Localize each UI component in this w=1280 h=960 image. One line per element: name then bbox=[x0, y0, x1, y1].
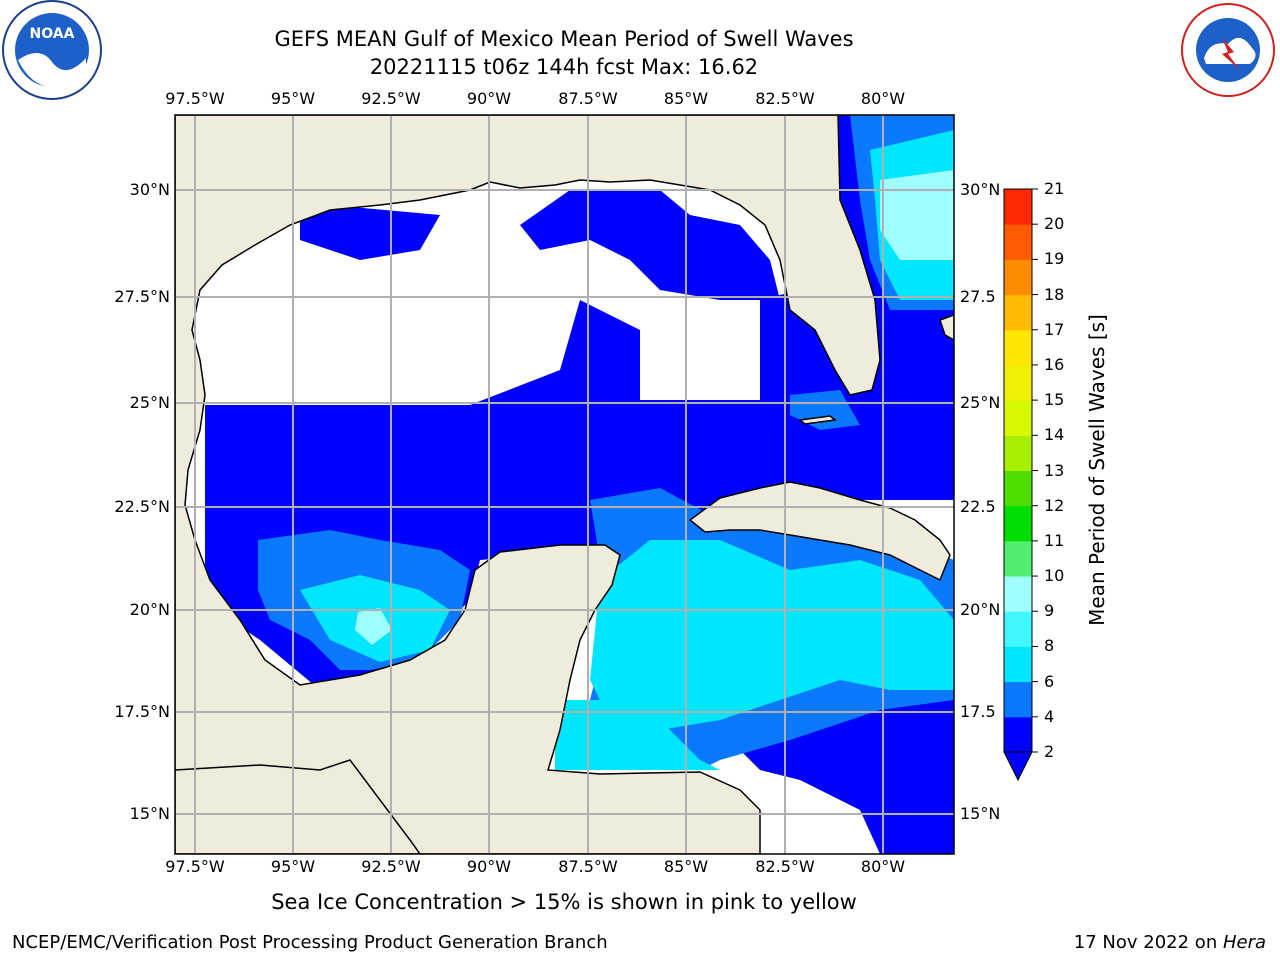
tick-label: 30°N bbox=[129, 180, 170, 199]
chart-title: GEFS MEAN Gulf of Mexico Mean Period of … bbox=[274, 27, 854, 51]
sea-ice-caption: Sea Ice Concentration > 15% is shown in … bbox=[271, 890, 857, 914]
colorbar-tick-label: 6 bbox=[1044, 671, 1055, 691]
colorbar-tick-label: 18 bbox=[1044, 284, 1065, 304]
tick-label: 82.5°W bbox=[755, 857, 815, 876]
colorbar-tick-label: 15 bbox=[1044, 390, 1065, 410]
tick-label: 82.5°W bbox=[755, 89, 815, 108]
colorbar-segment bbox=[1004, 611, 1032, 647]
colorbar-tick-label: 16 bbox=[1044, 354, 1065, 374]
tick-label: 95°W bbox=[270, 857, 316, 876]
colorbar-tick-label: 4 bbox=[1044, 706, 1055, 726]
map-frame bbox=[174, 114, 955, 855]
footer-date-text: 17 Nov 2022 on bbox=[1073, 932, 1223, 953]
footer-host: Hera bbox=[1222, 932, 1266, 953]
colorbar-segment bbox=[1004, 540, 1032, 577]
tick-label: 20°N bbox=[960, 600, 1001, 619]
colorbar-segment bbox=[1004, 400, 1032, 436]
tick-label: 27.5°N bbox=[114, 287, 170, 306]
tick-label: 87.5°W bbox=[558, 89, 618, 108]
colorbar-tick-label: 12 bbox=[1044, 495, 1065, 515]
colorbar-tick-label: 2 bbox=[1044, 742, 1055, 761]
tick-label: 95°W bbox=[270, 89, 316, 108]
colorbar-tick-label: 8 bbox=[1044, 636, 1055, 656]
colorbar-segment bbox=[1004, 681, 1032, 718]
colorbar-segment bbox=[1004, 329, 1032, 366]
colorbar-label: Mean Period of Swell Waves [s] bbox=[1085, 314, 1109, 626]
footer-date: 17 Nov 2022 on Hera bbox=[1074, 932, 1266, 953]
colorbar-tick-label: 19 bbox=[1044, 249, 1065, 269]
colorbar-tick-label: 13 bbox=[1044, 460, 1065, 480]
colorbar-tick-label: 14 bbox=[1044, 425, 1065, 445]
tick-label: 92.5°W bbox=[361, 89, 421, 108]
tick-label: 30°N bbox=[960, 180, 1001, 199]
tick-label: 27.5 bbox=[960, 287, 996, 306]
colorbar-segment bbox=[1004, 470, 1032, 507]
colorbar-under-arrow bbox=[1003, 751, 1033, 782]
tick-label: 25°N bbox=[129, 393, 170, 412]
tick-label: 15°N bbox=[960, 804, 1001, 823]
chart-subtitle: 20221115 t06z 144h fcst Max: 16.62 bbox=[369, 55, 759, 79]
colorbar-segment bbox=[1004, 259, 1032, 296]
tick-label: 22.5 bbox=[960, 497, 996, 516]
tick-label: 80°W bbox=[860, 89, 906, 108]
graticule bbox=[175, 115, 954, 854]
colorbar-segment bbox=[1004, 294, 1032, 331]
tick-label: 22.5°N bbox=[114, 497, 170, 516]
colorbar-segment bbox=[1004, 435, 1032, 471]
tick-label: 90°W bbox=[466, 89, 512, 108]
tick-label: 97.5°W bbox=[165, 89, 225, 108]
footer-credit: NCEP/EMC/Verification Post Processing Pr… bbox=[12, 932, 608, 953]
colorbar-tick-label: 20 bbox=[1044, 214, 1065, 234]
tick-label: 20°N bbox=[129, 600, 170, 619]
tick-label: 17.5°N bbox=[114, 702, 170, 721]
tick-label: 97.5°W bbox=[165, 857, 225, 876]
land-north-america bbox=[175, 115, 881, 854]
tick-label: 80°W bbox=[860, 857, 906, 876]
colorbar-tick-label: 17 bbox=[1044, 319, 1065, 339]
tick-label: 85°W bbox=[663, 857, 709, 876]
tick-label: 17.5 bbox=[960, 702, 996, 721]
colorbar bbox=[1003, 188, 1038, 782]
colorbar-tick-label: 9 bbox=[1044, 601, 1055, 621]
tick-label: 92.5°W bbox=[361, 857, 421, 876]
tick-label: 15°N bbox=[129, 804, 170, 823]
colorbar-segment bbox=[1004, 576, 1032, 612]
tick-label: 85°W bbox=[663, 89, 709, 108]
land-bahamas bbox=[939, 314, 954, 341]
tick-label: 90°W bbox=[466, 857, 512, 876]
colorbar-tick-label: 21 bbox=[1044, 179, 1065, 198]
colorbar-segment bbox=[1004, 505, 1032, 542]
tick-label: 87.5°W bbox=[558, 857, 618, 876]
colorbar-tick-label: 11 bbox=[1044, 530, 1065, 550]
colorbar-segment bbox=[1004, 189, 1032, 225]
tick-label: 25°N bbox=[960, 393, 1001, 412]
colorbar-segment bbox=[1004, 224, 1032, 260]
colorbar-tick-label: 10 bbox=[1044, 566, 1065, 586]
colorbar-segment bbox=[1004, 364, 1032, 401]
colorbar-segment bbox=[1004, 716, 1032, 753]
land-florida-keys bbox=[798, 415, 837, 425]
colorbar-segment bbox=[1004, 646, 1032, 683]
